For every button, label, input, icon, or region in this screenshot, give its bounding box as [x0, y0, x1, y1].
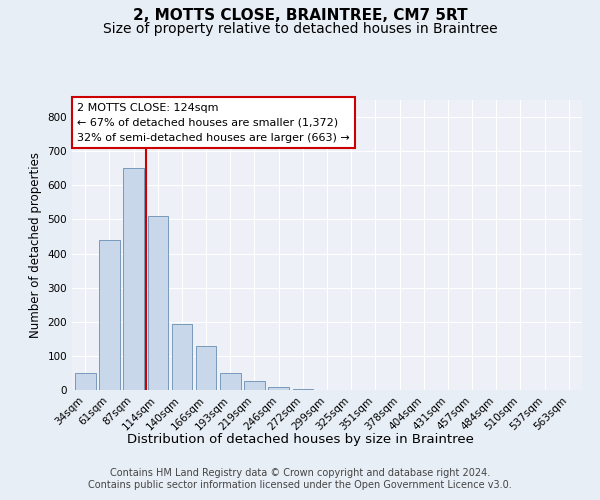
Bar: [244, 382, 265, 390]
Y-axis label: Number of detached properties: Number of detached properties: [29, 152, 42, 338]
Text: Distribution of detached houses by size in Braintree: Distribution of detached houses by size …: [127, 432, 473, 446]
Bar: [220, 373, 241, 390]
Text: Contains HM Land Registry data © Crown copyright and database right 2024.
Contai: Contains HM Land Registry data © Crown c…: [88, 468, 512, 490]
Bar: [196, 346, 217, 390]
Bar: [99, 240, 120, 390]
Bar: [268, 387, 289, 390]
Text: 2, MOTTS CLOSE, BRAINTREE, CM7 5RT: 2, MOTTS CLOSE, BRAINTREE, CM7 5RT: [133, 8, 467, 22]
Text: Size of property relative to detached houses in Braintree: Size of property relative to detached ho…: [103, 22, 497, 36]
Text: 2 MOTTS CLOSE: 124sqm
← 67% of detached houses are smaller (1,372)
32% of semi-d: 2 MOTTS CLOSE: 124sqm ← 67% of detached …: [77, 103, 350, 142]
Bar: [148, 216, 168, 390]
Bar: [172, 324, 192, 390]
Bar: [124, 168, 144, 390]
Bar: [75, 373, 95, 390]
